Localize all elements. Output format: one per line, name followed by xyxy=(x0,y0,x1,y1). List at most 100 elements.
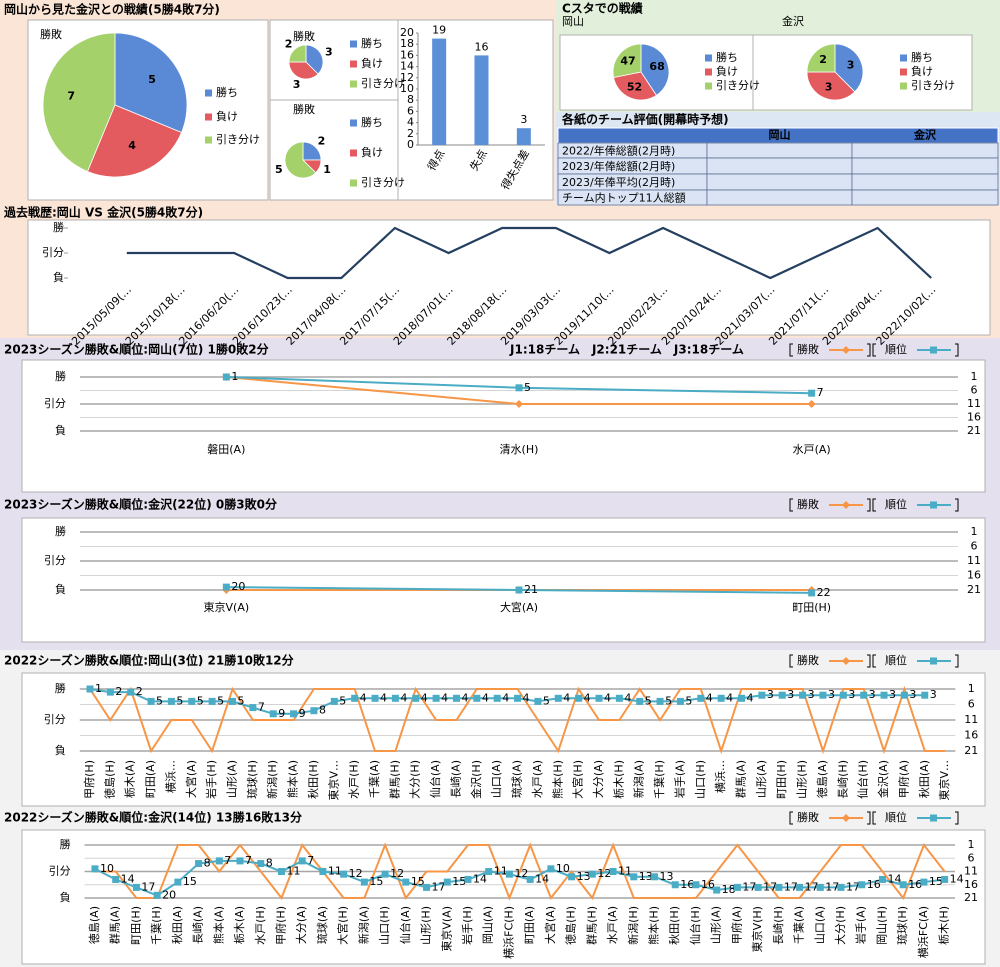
rank-label: 7 xyxy=(245,854,252,867)
rank-marker xyxy=(941,875,949,883)
legend-swatch xyxy=(350,119,357,127)
rank-label: 17 xyxy=(763,880,777,893)
rank-marker xyxy=(112,875,120,883)
rank-marker xyxy=(880,691,888,699)
x-tick-label: 長崎(A) xyxy=(191,906,205,944)
rank-marker xyxy=(799,691,807,699)
rank-marker xyxy=(277,868,285,875)
y2-tick-label: 1 xyxy=(971,370,978,383)
rank-label: 3 xyxy=(869,688,876,701)
y-tick-label: 勝 xyxy=(55,681,66,695)
rank-marker xyxy=(878,875,886,883)
rank-label: 4 xyxy=(604,691,611,704)
rank-label: 5 xyxy=(238,694,245,707)
x-tick-label: 琉球(A) xyxy=(315,906,329,944)
rank-label: 18 xyxy=(722,883,736,896)
legend-swatch xyxy=(705,68,712,76)
legend-bracket xyxy=(789,811,793,825)
rank-label: 5 xyxy=(524,381,531,394)
x-tick-label: 秋田(A) xyxy=(917,760,931,798)
x-tick-label: 山形(H) xyxy=(420,906,433,945)
y2-tick-label: 11 xyxy=(967,397,981,410)
rank-label: 14 xyxy=(887,872,901,885)
x-tick-label: 徳島(H) xyxy=(102,760,116,799)
x-tick-label: 千葉(A) xyxy=(367,760,381,798)
rank-label: 21 xyxy=(524,583,538,596)
rank-marker xyxy=(222,373,230,381)
legend-swatch xyxy=(350,80,357,88)
rank-label: 7 xyxy=(224,854,231,867)
rank-label: 3 xyxy=(787,688,794,701)
y2-tick-label: 11 xyxy=(964,713,978,726)
rank-marker xyxy=(758,691,766,699)
rank-label: 17 xyxy=(141,880,155,893)
chart-title: 2022シーズン勝敗&順位:金沢(14位) 13勝16敗13分 xyxy=(4,810,302,825)
rank-marker xyxy=(775,883,783,891)
result-marker xyxy=(807,400,816,408)
rank-marker xyxy=(391,694,399,702)
legend-swatch xyxy=(350,149,357,157)
y2-tick-label: 1 xyxy=(971,525,978,538)
rank-marker xyxy=(473,694,481,702)
x-tick-label: 甲府(A) xyxy=(729,906,743,944)
pie-label: 2 xyxy=(819,53,827,66)
legend-bracket xyxy=(955,811,959,825)
legend-label: 負け xyxy=(716,65,738,78)
pie-slice xyxy=(86,104,183,178)
rank-label: 15 xyxy=(411,875,425,888)
legend-marker xyxy=(930,657,937,665)
legend-label: 負け xyxy=(911,65,933,78)
y2-tick-label: 6 xyxy=(968,851,975,864)
x-tick-label: 岩手(H) xyxy=(460,906,474,945)
x-tick-label: 新潟(H) xyxy=(265,760,279,799)
rank-marker xyxy=(778,691,786,699)
rank-label: 5 xyxy=(197,694,204,707)
y2-tick-label: 6 xyxy=(971,384,978,397)
pie-label: 68 xyxy=(649,60,664,73)
y2-tick-label: 16 xyxy=(967,569,981,582)
rank-marker xyxy=(899,881,907,889)
pie-slice xyxy=(834,43,864,93)
pie-slice xyxy=(806,71,856,101)
x-tick-label: 長崎(H) xyxy=(835,760,849,799)
rank-label: 3 xyxy=(848,688,855,701)
rank-label: 4 xyxy=(441,691,448,704)
x-tick-label: 大分(A) xyxy=(591,760,605,798)
rank-label: 3 xyxy=(909,688,916,701)
legend-swatch xyxy=(350,60,357,68)
y-tick-label: 6 xyxy=(407,104,414,117)
legend-label: 順位 xyxy=(885,653,907,667)
rank-label: 13 xyxy=(660,870,674,883)
rank-label: 8 xyxy=(319,704,326,717)
x-tick-label: 山口(H) xyxy=(694,760,707,799)
x-tick-label: 東京V(A) xyxy=(204,600,250,614)
rank-label: 11 xyxy=(286,865,300,878)
rank-marker xyxy=(298,857,306,865)
bar-value: 16 xyxy=(475,40,489,53)
rank-marker xyxy=(257,860,265,868)
rank-marker xyxy=(860,691,868,699)
rank-marker xyxy=(505,870,513,878)
rank-label: 16 xyxy=(680,878,694,891)
rank-marker xyxy=(132,883,140,891)
rank-label: 12 xyxy=(514,867,528,880)
legend-bracket xyxy=(955,343,959,357)
rank-label: 11 xyxy=(328,865,342,878)
bar-value: 19 xyxy=(432,24,446,37)
rank-marker xyxy=(485,868,493,875)
y-tick-label: 負 xyxy=(60,891,71,904)
rank-marker xyxy=(636,697,644,705)
rank-marker xyxy=(568,873,576,881)
legend-label: 勝ち xyxy=(911,50,933,64)
legend-swatch xyxy=(205,113,212,121)
rank-label: 16 xyxy=(908,878,922,891)
rank-marker xyxy=(464,875,472,883)
pie-slice xyxy=(42,32,116,173)
y2-tick-label: 11 xyxy=(967,554,981,567)
x-tick-label: 群馬(A) xyxy=(734,760,748,798)
pie-label: 3 xyxy=(847,59,855,72)
y2-tick-label: 11 xyxy=(964,865,978,878)
rank-label: 15 xyxy=(369,875,383,888)
x-tick-label: 仙台(H) xyxy=(688,906,702,945)
rank-label: 13 xyxy=(639,870,653,883)
